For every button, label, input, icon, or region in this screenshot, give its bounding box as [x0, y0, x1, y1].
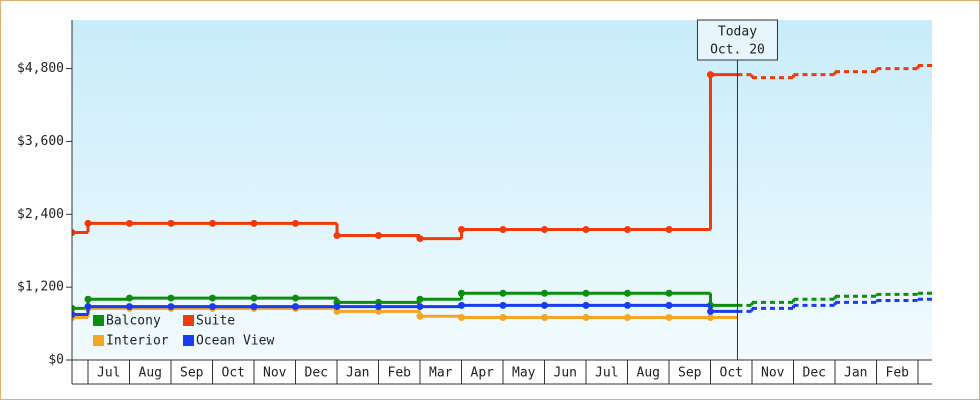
x-tick-label: Aug [637, 366, 660, 381]
x-tick-label: Aug [139, 366, 162, 381]
x-tick-label: Sep [678, 366, 702, 381]
x-tick-label: Feb [886, 366, 910, 381]
price-point [582, 225, 590, 233]
price-point [167, 294, 175, 302]
price-point [665, 314, 673, 321]
price-point [582, 289, 590, 297]
price-point [250, 303, 258, 311]
price-point [541, 314, 548, 321]
y-tick-label: $0 [48, 353, 64, 368]
price-point [416, 312, 424, 320]
x-tick-label: Oct [222, 366, 245, 381]
x-tick-label: Jan [346, 366, 369, 381]
legend-swatch [183, 335, 194, 346]
price-point [333, 232, 341, 240]
x-tick-label: Dec [803, 366, 826, 381]
price-point [250, 294, 258, 302]
price-point [541, 301, 548, 309]
price-point [499, 225, 507, 233]
price-point [292, 303, 299, 311]
price-point [126, 219, 133, 227]
price-point [126, 294, 133, 302]
x-tick-label: Nov [263, 366, 287, 381]
price-point [624, 301, 631, 309]
x-tick-label: Nov [761, 366, 785, 381]
y-tick-label: $4,800 [17, 61, 64, 76]
price-point [72, 310, 76, 318]
price-point [458, 314, 465, 321]
price-point [209, 303, 216, 311]
price-point [167, 303, 175, 311]
price-point [665, 301, 673, 309]
price-point [541, 225, 548, 233]
today-title: Today [718, 25, 757, 40]
price-point [707, 71, 714, 79]
x-tick-label: Jul [97, 366, 120, 381]
price-point [707, 307, 714, 315]
price-point [582, 301, 590, 309]
x-tick-label: Apr [471, 366, 495, 381]
price-point [499, 289, 507, 297]
price-point [416, 303, 424, 311]
legend-swatch [183, 315, 194, 326]
price-point [250, 219, 258, 227]
price-point [292, 219, 299, 227]
x-tick-label: Dec [305, 366, 328, 381]
price-point [707, 314, 714, 321]
price-point [624, 289, 631, 297]
x-tick-label: May [512, 366, 536, 381]
price-point [72, 304, 76, 312]
price-point [665, 225, 673, 233]
legend-label: Interior [106, 334, 169, 349]
y-tick-label: $3,600 [17, 134, 64, 149]
price-point [209, 219, 216, 227]
y-tick-label: $1,200 [17, 280, 64, 295]
x-tick-label: Jan [844, 366, 867, 381]
price-point [541, 289, 548, 297]
price-point [84, 219, 92, 227]
price-point [72, 229, 76, 236]
price-point [624, 314, 631, 321]
price-point [333, 307, 341, 315]
x-tick-label: Feb [388, 366, 412, 381]
legend-swatch [93, 335, 104, 346]
price-point [499, 314, 507, 321]
x-tick-label: Oct [720, 366, 743, 381]
x-tick-label: Jun [554, 366, 577, 381]
price-point [375, 232, 382, 240]
price-point [126, 303, 133, 311]
price-point [665, 289, 673, 297]
price-point [582, 314, 590, 321]
price-point [292, 294, 299, 302]
legend-label: Ocean View [196, 334, 274, 349]
price-point [333, 303, 341, 311]
legend-swatch [93, 315, 104, 326]
price-point [416, 295, 424, 303]
price-point [624, 225, 631, 233]
price-point [84, 295, 92, 303]
price-point [499, 301, 507, 309]
price-point [375, 307, 382, 315]
price-point [84, 303, 92, 311]
x-tick-label: Sep [180, 366, 204, 381]
price-point [167, 219, 175, 227]
price-point [458, 301, 465, 309]
x-tick-label: Jul [595, 366, 618, 381]
today-box [696, 19, 778, 61]
x-tick-label: Mar [429, 366, 453, 381]
price-point [209, 294, 216, 302]
price-point [416, 235, 424, 243]
y-tick-label: $2,400 [17, 207, 64, 222]
price-point [458, 289, 465, 297]
price-point [375, 303, 382, 311]
legend-label: Suite [196, 314, 235, 329]
today-date: Oct. 20 [710, 43, 765, 58]
legend-label: Balcony [106, 314, 161, 329]
price-point [458, 225, 465, 233]
